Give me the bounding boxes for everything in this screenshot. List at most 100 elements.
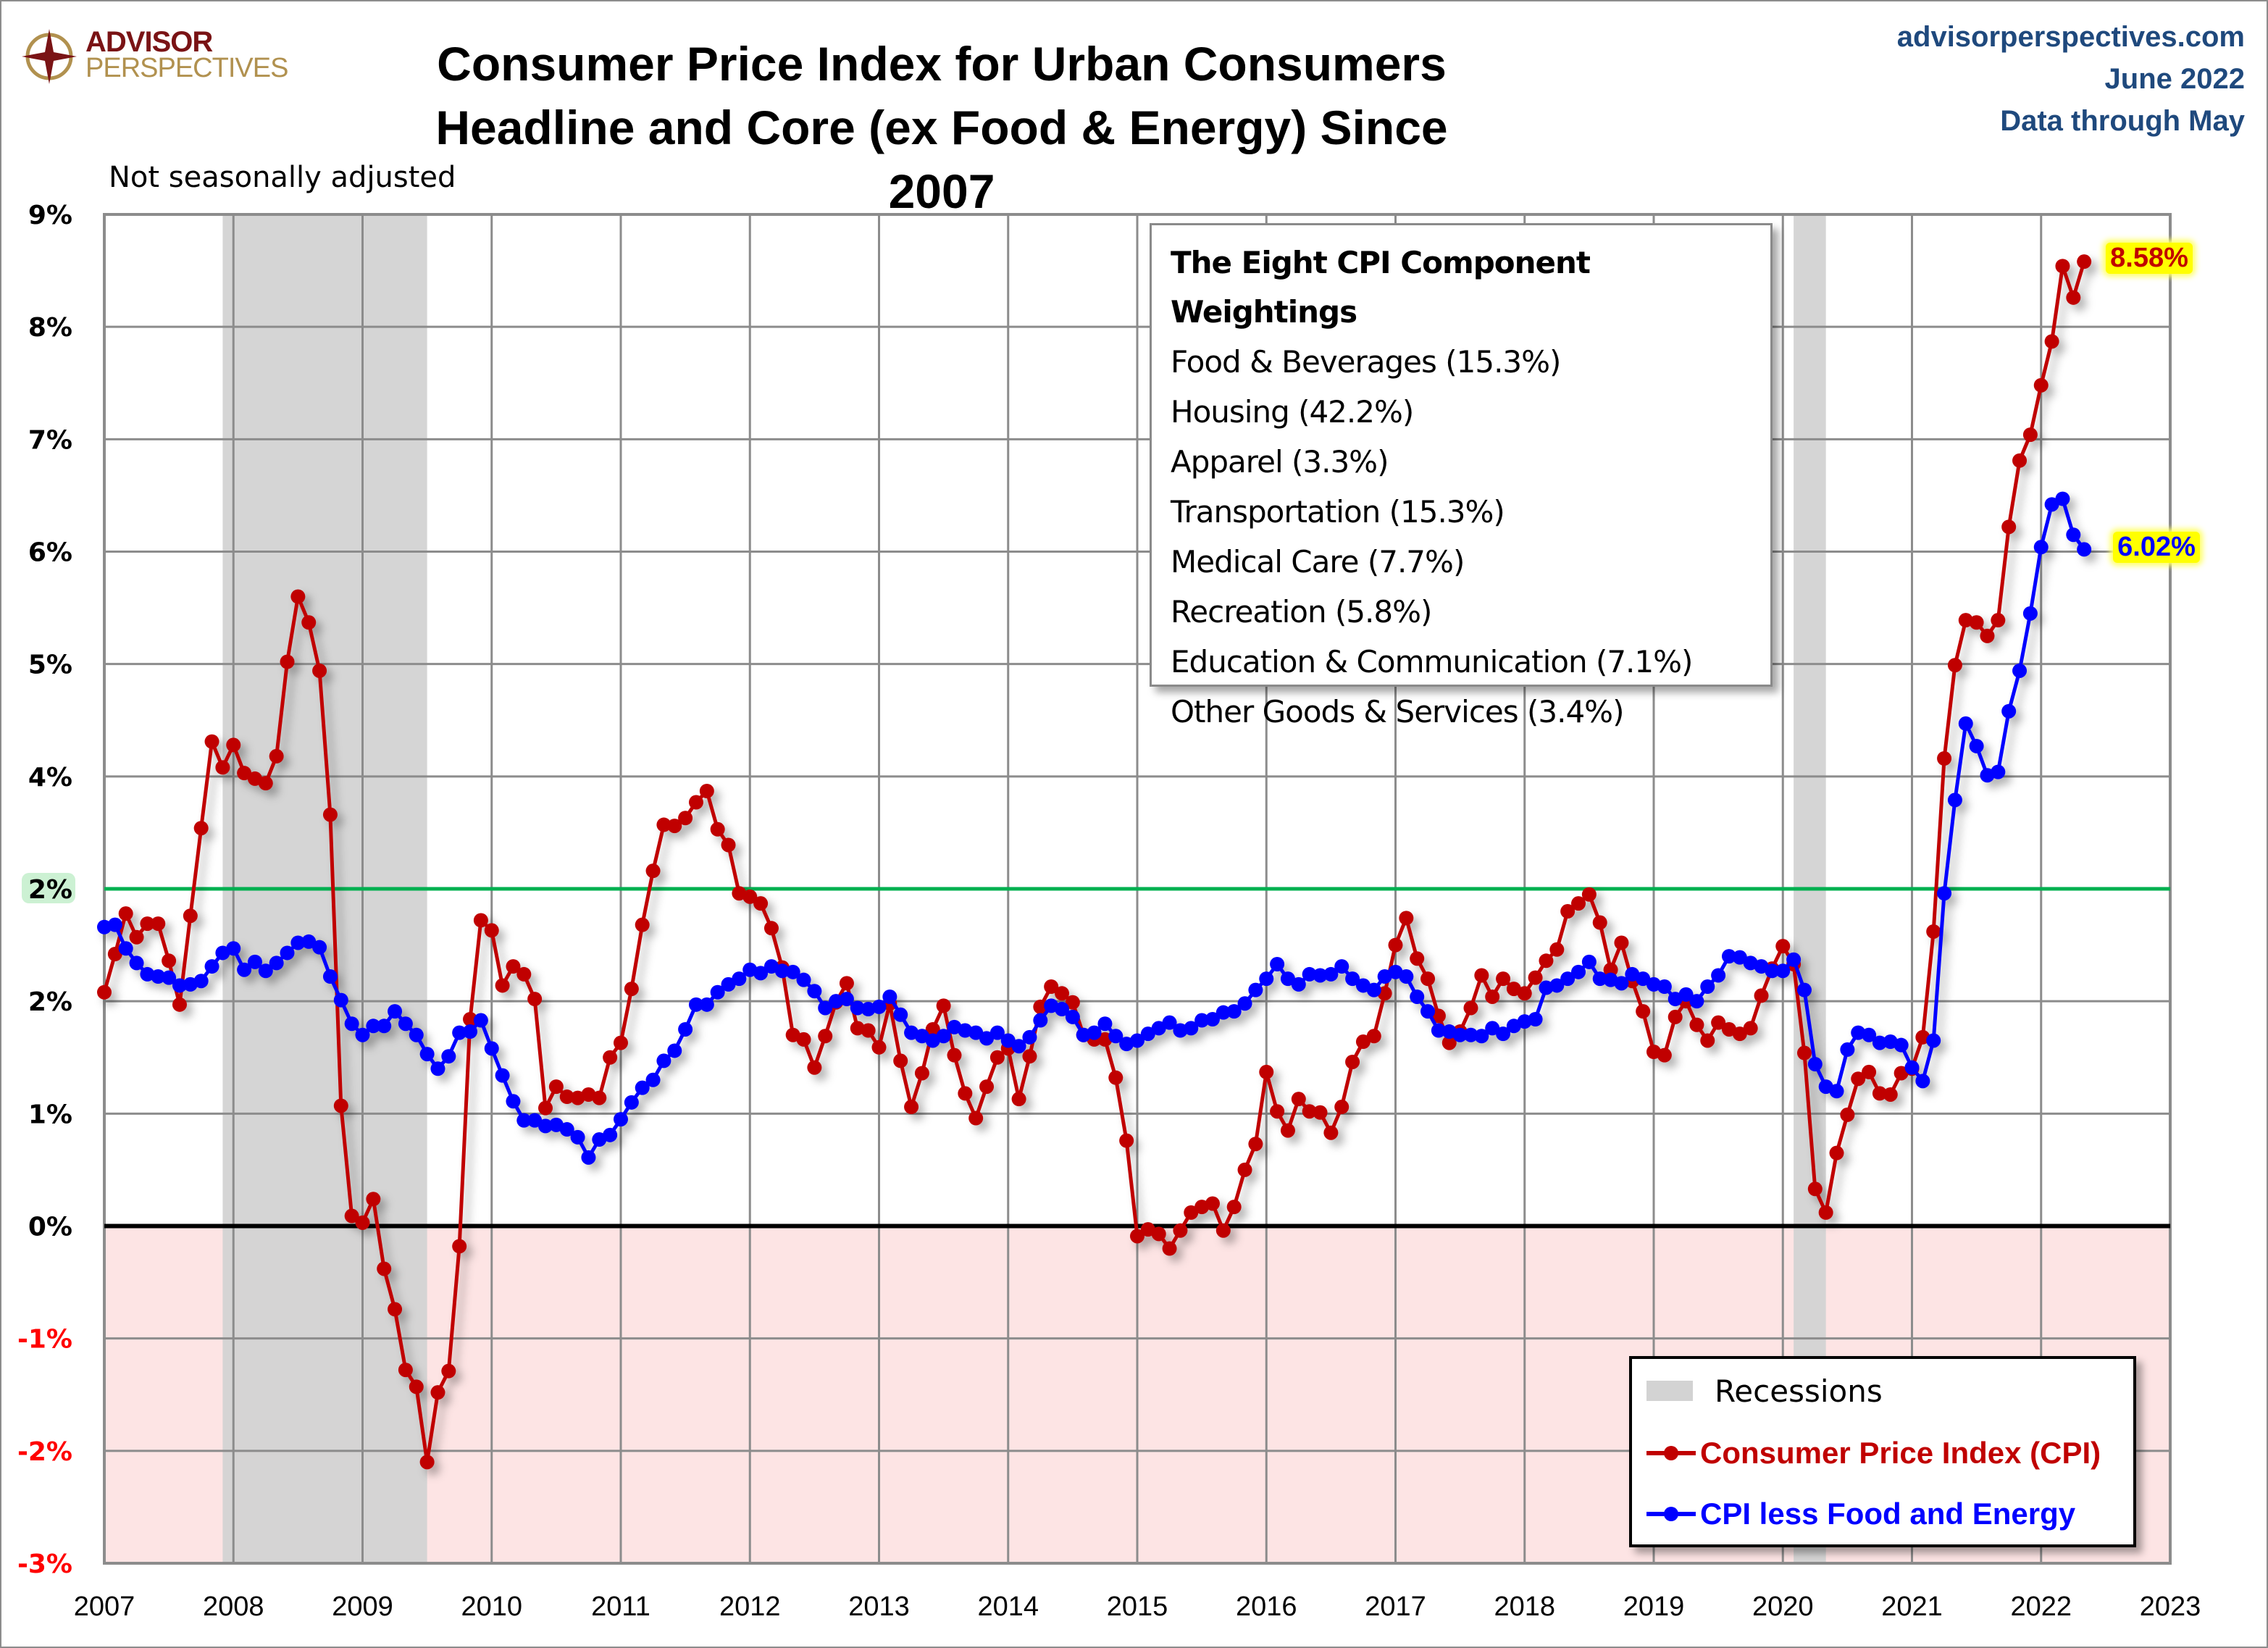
cpi-data-point <box>183 908 198 924</box>
core-data-point <box>1581 954 1597 969</box>
core-data-point <box>645 1072 661 1087</box>
cpi-data-point <box>1248 1137 1263 1152</box>
x-tick-label: 2015 <box>1107 1591 1168 1622</box>
core-data-point <box>1474 1029 1489 1044</box>
core-data-point <box>322 969 338 984</box>
cpi-data-point <box>1302 1104 1317 1119</box>
cpi-data-point <box>409 1379 424 1394</box>
cpi-data-point <box>1926 924 1941 939</box>
core-data-point <box>1862 1027 1877 1042</box>
core-data-point <box>1904 1060 1920 1075</box>
y-tick-label: -2% <box>17 1437 72 1467</box>
cpi-data-point <box>1560 904 1576 919</box>
cpi-data-point <box>1636 1004 1651 1019</box>
core-data-point <box>1711 968 1726 983</box>
core-data-point <box>1528 1011 1543 1026</box>
cpi-data-point <box>904 1100 919 1115</box>
cpi-data-point <box>290 589 306 604</box>
core-data-point <box>1463 1027 1478 1042</box>
core-data-point <box>1151 1021 1166 1036</box>
cpi-data-point <box>97 984 112 1000</box>
cpi-data-point <box>1539 953 1554 969</box>
core-data-point <box>1571 964 1586 979</box>
core-data-point <box>1689 994 1704 1009</box>
cpi-data-point <box>1399 911 1414 926</box>
cpi-data-point <box>1280 1123 1295 1138</box>
cpi-data-point <box>312 663 327 678</box>
core-data-point <box>441 1049 456 1064</box>
logo-text-perspectives: PERSPECTIVES <box>85 53 288 83</box>
cpi-data-point <box>2012 453 2028 468</box>
core-data-point <box>237 962 252 977</box>
weighting-item-medical: Medical Care (7.7%) <box>1171 544 1465 580</box>
x-tick-label: 2010 <box>461 1591 522 1622</box>
cpi-data-point <box>344 1208 359 1224</box>
cpi-data-point <box>1883 1087 1898 1102</box>
weighting-item-education: Education & Communication (7.1%) <box>1171 644 1693 679</box>
cpi-data-point <box>1700 1033 1715 1048</box>
core-data-point <box>1732 950 1747 965</box>
cpi-data-point <box>1496 971 1511 987</box>
core-data-point <box>280 945 295 961</box>
core-data-point <box>1399 969 1414 984</box>
core-data-point <box>344 1016 359 1032</box>
core-data-point <box>1851 1025 1866 1040</box>
core-data-point <box>2001 703 2017 719</box>
cpi-data-point <box>1571 896 1586 911</box>
legend-item-cpi: Consumer Price Index (CPI) <box>1646 1431 2101 1475</box>
cpi-data-point <box>1667 1009 1683 1024</box>
core-data-point <box>1947 792 1962 808</box>
y-tick-label: 9% <box>28 201 72 230</box>
cpi-data-point <box>1022 1049 1037 1064</box>
cpi-data-point <box>398 1363 413 1378</box>
core-data-point <box>882 989 897 1004</box>
cpi-data-point <box>1549 942 1565 957</box>
cpi-data-point <box>763 921 779 936</box>
core-data-point <box>667 1043 682 1058</box>
cpi-data-point <box>1173 1223 1188 1238</box>
cpi-data-point <box>1065 995 1080 1010</box>
core-data-point <box>1969 738 1984 753</box>
x-tick-label: 2007 <box>74 1591 135 1622</box>
cpi-data-point <box>667 819 682 834</box>
cpi-data-point <box>1829 1145 1844 1160</box>
y-tick-label: 8% <box>28 313 72 343</box>
y-tick-label: 0% <box>28 1213 72 1242</box>
cpi-data-point <box>2055 259 2070 274</box>
x-tick-label: 2020 <box>1752 1591 1814 1622</box>
cpi-data-point <box>925 1021 940 1037</box>
cpi-data-point <box>495 978 510 993</box>
cpi-data-point <box>388 1302 403 1317</box>
cpi-data-point <box>527 992 543 1007</box>
cpi-data-point <box>1119 1133 1134 1148</box>
core-data-point <box>2033 540 2049 555</box>
core-data-point <box>1560 971 1576 987</box>
core-data-point <box>1452 1027 1468 1042</box>
core-data-point <box>1636 971 1651 987</box>
core-data-point <box>118 941 133 956</box>
core-data-point <box>699 997 714 1012</box>
x-tick-label: 2023 <box>2140 1591 2201 1622</box>
core-data-point <box>1431 1023 1446 1038</box>
core-line-marker-icon <box>1646 1499 1696 1528</box>
core-data-point <box>2012 663 2028 678</box>
core-data-point <box>796 972 811 987</box>
y-tick-label: 4% <box>28 763 72 792</box>
core-data-point <box>398 1016 413 1032</box>
cpi-data-point <box>1958 613 1973 628</box>
cpi-data-point <box>1291 1092 1306 1107</box>
core-data-point <box>624 1095 639 1110</box>
cpi-data-point <box>1355 1034 1371 1050</box>
core-data-point <box>1087 1025 1102 1040</box>
cpi-data-point <box>1345 1054 1360 1069</box>
core-data-point <box>893 1007 908 1022</box>
cpi-data-point <box>968 1110 984 1126</box>
cpi-data-point <box>1980 628 1995 643</box>
cpi-data-point <box>645 863 661 879</box>
core-data-point <box>603 1127 618 1142</box>
core-data-point <box>377 1019 392 1034</box>
core-data-point <box>140 966 155 982</box>
cpi-data-point <box>269 748 284 764</box>
recession-swatch <box>1646 1381 1693 1401</box>
core-data-point <box>989 1025 1005 1040</box>
